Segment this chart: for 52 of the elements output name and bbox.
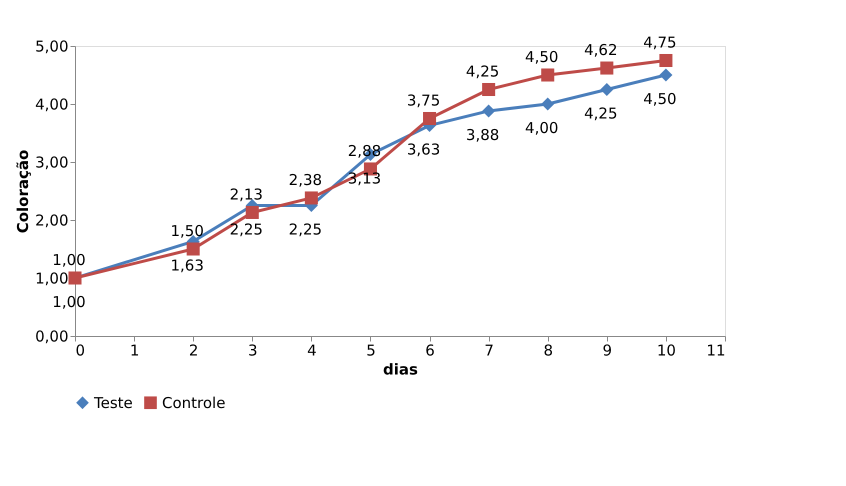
legend-label: Controle bbox=[162, 394, 226, 412]
x-tick-label: 1 bbox=[130, 342, 140, 360]
y-tick-label: 3,00 bbox=[35, 154, 68, 172]
data-label: 2,38 bbox=[288, 170, 322, 189]
data-label: 1,00 bbox=[52, 293, 86, 311]
x-tick-label: 6 bbox=[425, 342, 435, 360]
x-tick-label: 0 bbox=[76, 342, 86, 360]
data-label: 4,50 bbox=[643, 90, 677, 108]
y-tick-label: 4,00 bbox=[35, 96, 68, 114]
y-axis-title: Coloração bbox=[14, 150, 32, 234]
data-label: 2,25 bbox=[288, 220, 322, 238]
point bbox=[541, 68, 554, 82]
point bbox=[600, 82, 614, 96]
x-tick-label: 2 bbox=[188, 342, 198, 360]
point bbox=[600, 62, 614, 75]
x-axis-title: dias bbox=[383, 360, 418, 378]
x-tick-label: 8 bbox=[543, 342, 553, 360]
data-label: 4,50 bbox=[525, 48, 558, 66]
point bbox=[541, 97, 554, 111]
data-label: 1,00 bbox=[52, 251, 86, 269]
y-tick-label: 1,00 bbox=[35, 270, 68, 288]
x-tick-label: 3 bbox=[248, 342, 258, 360]
data-label: 4,25 bbox=[584, 104, 618, 122]
y-tick-label: 2,00 bbox=[35, 212, 68, 230]
x-tick-label: 4 bbox=[307, 342, 317, 360]
data-label: 1,63 bbox=[170, 256, 204, 274]
legend-label: Teste bbox=[93, 394, 133, 412]
data-label: 4,00 bbox=[525, 119, 558, 137]
x-tick-label: 11 bbox=[706, 342, 726, 360]
data-label: 3,75 bbox=[406, 92, 440, 110]
point bbox=[186, 242, 200, 256]
data-label: 4,75 bbox=[643, 34, 677, 52]
x-tick-label: 7 bbox=[484, 342, 494, 360]
x-tick-label: 9 bbox=[602, 342, 612, 360]
data-label: 4,62 bbox=[584, 41, 618, 60]
data-label: 2,25 bbox=[230, 220, 263, 238]
data-label: 3,63 bbox=[406, 140, 440, 158]
y-tick-label: 5,00 bbox=[35, 38, 68, 56]
point bbox=[246, 206, 259, 219]
data-label: 1,50 bbox=[170, 222, 204, 240]
point bbox=[304, 191, 318, 204]
point bbox=[482, 104, 496, 118]
x-tick-label: 5 bbox=[366, 342, 376, 360]
data-label: 3,88 bbox=[466, 126, 500, 144]
point bbox=[482, 82, 496, 96]
data-label: 4,25 bbox=[466, 62, 500, 80]
point bbox=[659, 68, 672, 82]
y-tick-label: 0,00 bbox=[35, 328, 68, 346]
data-label: 2,13 bbox=[230, 185, 263, 204]
point bbox=[423, 112, 436, 126]
x-tick-label: 10 bbox=[656, 342, 676, 360]
point bbox=[659, 54, 672, 68]
